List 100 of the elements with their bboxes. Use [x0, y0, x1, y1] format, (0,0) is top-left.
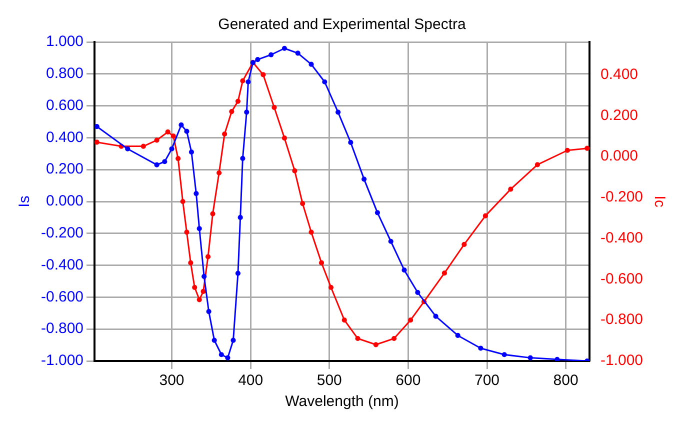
y-tick-label: -0.600	[40, 288, 84, 306]
point	[318, 260, 324, 266]
y-tick-label: 0.000	[46, 192, 84, 210]
point	[216, 170, 222, 176]
point	[433, 314, 438, 319]
y2-tick-label: -1.000	[600, 352, 644, 370]
x-tick-label: 800	[553, 372, 578, 390]
point	[238, 214, 243, 220]
y-axis-title: Is	[16, 196, 34, 208]
point	[508, 186, 514, 192]
point	[408, 318, 414, 323]
point	[300, 200, 306, 206]
y-tick-label: -1.000	[40, 352, 84, 370]
point	[455, 332, 460, 338]
point	[178, 122, 184, 128]
point	[295, 50, 300, 56]
y-tick-label: -0.800	[40, 320, 84, 338]
point	[342, 318, 347, 323]
point	[94, 140, 100, 145]
point	[240, 78, 246, 84]
point	[246, 79, 251, 84]
x-tick-label: 400	[238, 372, 264, 390]
point	[212, 338, 217, 343]
point	[205, 254, 211, 260]
point	[235, 98, 241, 104]
y2-tick-label: -0.400	[600, 229, 644, 246]
point	[192, 284, 198, 290]
point	[478, 346, 484, 351]
point	[206, 309, 212, 314]
point	[374, 210, 380, 216]
point	[194, 190, 199, 196]
point	[218, 352, 224, 358]
y-tick-label: -0.400	[40, 256, 84, 274]
point	[362, 176, 367, 182]
point	[348, 140, 354, 146]
x-tick-label: 700	[474, 372, 500, 390]
point	[322, 79, 328, 84]
point	[180, 198, 186, 204]
point	[240, 156, 246, 161]
y-tick-label: 0.600	[46, 96, 84, 114]
point	[94, 124, 100, 130]
point	[170, 134, 176, 139]
point	[328, 284, 334, 290]
point	[308, 230, 314, 235]
y2-tick-label: -0.800	[600, 311, 644, 328]
point	[140, 144, 146, 149]
point	[462, 242, 467, 247]
y2-tick-label: -0.600	[600, 270, 644, 288]
point	[502, 352, 507, 358]
point	[244, 110, 250, 115]
point	[308, 62, 314, 67]
point	[554, 356, 560, 361]
point	[282, 46, 288, 51]
x-tick-label: 500	[316, 372, 342, 390]
point	[373, 342, 378, 348]
point	[188, 150, 194, 155]
point	[196, 297, 202, 302]
y2-tick-label: -0.200	[600, 188, 644, 206]
point	[222, 131, 228, 137]
y-tick-label: -0.200	[40, 224, 84, 242]
y-tick-label: 1.000	[46, 33, 84, 50]
point	[292, 168, 298, 174]
y2-tick-label: 0.200	[600, 106, 638, 124]
x-axis-title: Wavelength (nm)	[285, 393, 399, 410]
point	[564, 148, 570, 153]
point	[282, 136, 288, 141]
point	[442, 270, 448, 276]
point	[534, 162, 540, 168]
point	[154, 162, 160, 168]
x-tick-label: 600	[396, 372, 421, 390]
point	[235, 270, 241, 276]
y2-tick-label: 0.000	[600, 148, 638, 165]
point	[184, 230, 190, 235]
point	[260, 72, 266, 78]
point	[229, 108, 234, 114]
point	[176, 156, 181, 162]
point	[202, 274, 207, 280]
point	[268, 52, 274, 58]
point	[196, 226, 202, 232]
y2-tick-label: 0.400	[600, 66, 638, 83]
y2-axis-title: Ic	[650, 196, 668, 208]
point	[210, 211, 216, 216]
point	[482, 213, 488, 218]
point	[336, 110, 341, 115]
point	[584, 146, 590, 151]
x-tick-label: 300	[159, 372, 184, 390]
point	[225, 355, 230, 360]
point	[162, 159, 168, 164]
point	[388, 238, 394, 244]
point	[255, 56, 260, 62]
chart-title: Generated and Experimental Spectra	[218, 16, 466, 34]
point	[355, 336, 360, 342]
y-tick-label: 0.200	[46, 160, 84, 178]
point	[188, 260, 194, 266]
point	[169, 146, 174, 152]
point	[125, 146, 130, 152]
y-tick-label: 0.800	[46, 65, 84, 82]
point	[402, 268, 407, 273]
point	[200, 288, 206, 294]
point	[184, 128, 190, 134]
